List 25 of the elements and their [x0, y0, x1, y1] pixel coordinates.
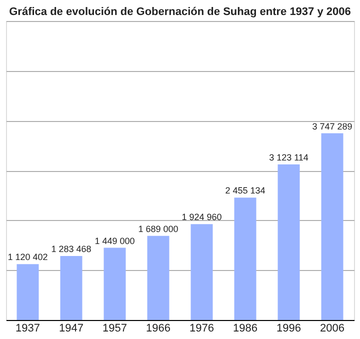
bar — [321, 133, 344, 320]
chart-title: Gráfica de evolución de Gobernación de Suhag entre 1937 y 2006 — [9, 6, 351, 18]
x-tick-label: 1937 — [16, 322, 40, 334]
data-label: 1 283 468 — [51, 244, 92, 254]
x-tick-label: 1976 — [190, 322, 214, 334]
bar — [16, 264, 39, 320]
data-label: 1 689 000 — [138, 224, 178, 234]
bar — [234, 198, 256, 320]
data-label: 1 449 000 — [94, 236, 135, 246]
bar — [190, 224, 213, 320]
data-label: 2 455 134 — [225, 186, 266, 196]
x-tick-label: 1957 — [102, 322, 127, 334]
bar — [104, 248, 126, 320]
data-label: 1 120 402 — [8, 252, 48, 262]
x-tick-label: 1996 — [276, 322, 301, 334]
bar — [60, 256, 82, 320]
x-tick-label: 1947 — [59, 322, 84, 334]
data-label: 3 747 289 — [312, 121, 352, 132]
x-tick-label: 1966 — [146, 322, 170, 334]
bar — [147, 236, 170, 320]
data-label: 3 123 114 — [269, 152, 308, 162]
x-tick-label: 1986 — [233, 322, 258, 334]
data-label: 1 924 960 — [182, 212, 222, 222]
x-tick-label: 2006 — [320, 322, 344, 334]
bar — [278, 164, 300, 320]
